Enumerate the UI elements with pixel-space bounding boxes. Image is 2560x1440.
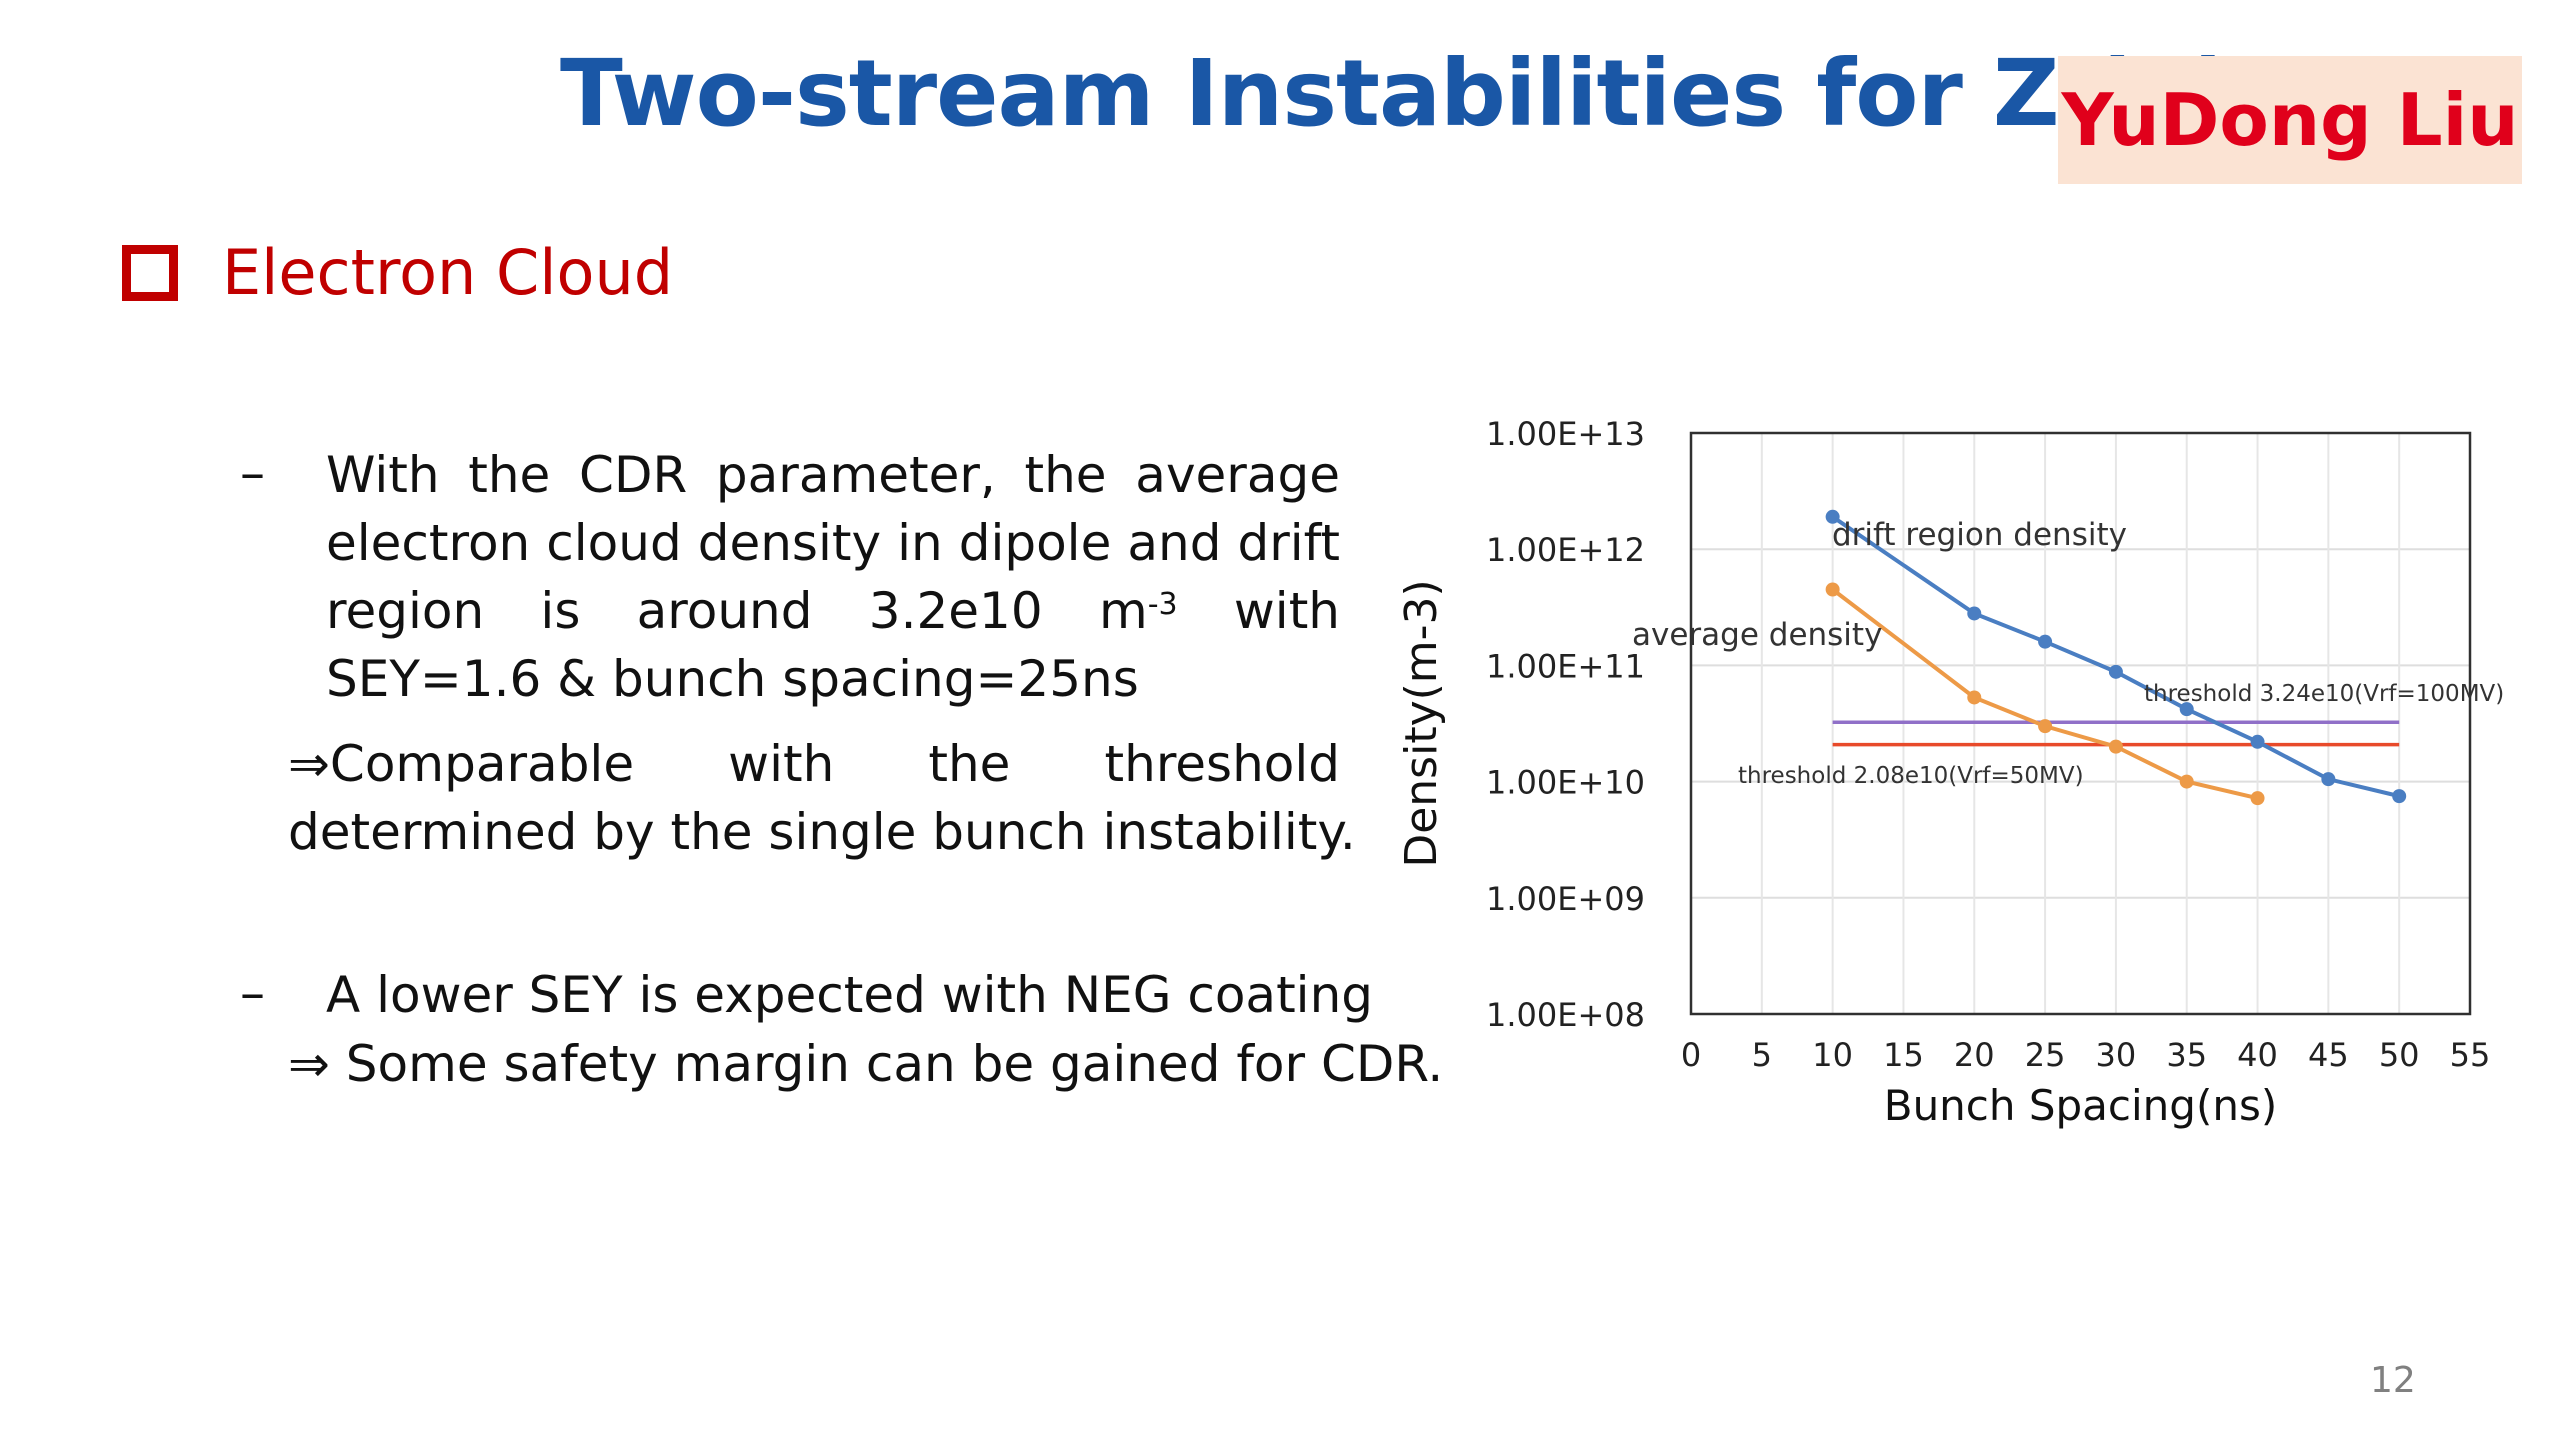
- series-line: [1831, 515, 2400, 799]
- x-tick-label: 40: [2237, 1036, 2278, 1074]
- bullet-text-1: With the CDR parameter, the average elec…: [326, 446, 1340, 708]
- section-heading: Electron Cloud: [122, 236, 673, 309]
- x-tick-label: 30: [2096, 1036, 2137, 1074]
- x-axis-title: Bunch Spacing(ns): [1884, 1081, 2277, 1130]
- bullet-text-2: A lower SEY is expected with NEG coating: [326, 966, 1373, 1024]
- arrow-icon: ⇒: [288, 1035, 330, 1093]
- x-tick-label: 50: [2379, 1036, 2420, 1074]
- series-label-average: average density: [1632, 617, 1882, 653]
- data-point: [2179, 702, 2194, 717]
- data-point: [1825, 582, 1840, 597]
- x-tick-label: 45: [2308, 1036, 2349, 1074]
- bullet-sub-line-2: determined by the single bunch instabili…: [288, 803, 1356, 861]
- y-tick-label: 1.00E+13: [1486, 415, 1645, 453]
- superscript: -3: [1147, 587, 1178, 622]
- x-tick-label: 15: [1883, 1036, 1924, 1074]
- data-point: [2392, 789, 2407, 804]
- threshold-label-50mv: threshold 2.08e10(Vrf=50MV): [1738, 763, 2084, 789]
- data-point: [1967, 606, 1982, 621]
- y-axis-title: Density(m-3): [1396, 579, 1447, 867]
- series-label-drift: drift region density: [1832, 517, 2127, 553]
- threshold-label-100mv: threshold 3.24e10(Vrf=100MV): [2144, 681, 2504, 707]
- x-tick-label: 0: [1681, 1036, 1701, 1074]
- series-line: [1831, 587, 2259, 801]
- author-name: YuDong Liu: [2061, 78, 2519, 162]
- x-tick-label: 25: [2025, 1036, 2066, 1074]
- data-point: [1825, 509, 1840, 524]
- x-tick-label: 5: [1752, 1036, 1772, 1074]
- x-tick-label: 55: [2450, 1036, 2491, 1074]
- section-label: Electron Cloud: [222, 236, 674, 309]
- data-point: [2038, 634, 2053, 649]
- data-point: [2179, 774, 2194, 789]
- data-point: [2108, 739, 2123, 754]
- data-point: [2250, 791, 2265, 806]
- bullet-dash: –: [240, 444, 265, 502]
- bullet-dash: –: [240, 964, 265, 1022]
- y-tick-label: 1.00E+12: [1486, 531, 1645, 569]
- y-tick-label: 1.00E+10: [1486, 764, 1645, 802]
- x-tick-label: 10: [1812, 1036, 1853, 1074]
- data-point: [2038, 719, 2053, 734]
- x-tick-label: 35: [2166, 1036, 2207, 1074]
- y-tick-label: 1.00E+09: [1486, 880, 1645, 918]
- data-point: [2321, 772, 2336, 787]
- data-point: [2108, 664, 2123, 679]
- author-badge: YuDong Liu: [2058, 56, 2522, 184]
- plot-frame: [1689, 431, 2472, 1016]
- x-tick-label: 20: [1954, 1036, 1995, 1074]
- arrow-icon: ⇒: [288, 735, 330, 793]
- data-point: [2250, 734, 2265, 749]
- bullet-sub-line-1: ⇒Comparable with the threshold: [288, 735, 1340, 793]
- bullet-sub-2: ⇒ Some safety margin can be gained for C…: [288, 1035, 1444, 1093]
- data-point: [1967, 690, 1982, 705]
- slide-title: Two-stream Instabilities for Z (2): [560, 40, 2236, 147]
- square-bullet-icon: [122, 244, 178, 301]
- page-number: 12: [2370, 1360, 2416, 1401]
- y-tick-label: 1.00E+11: [1486, 647, 1645, 685]
- y-tick-label: 1.00E+08: [1486, 996, 1645, 1034]
